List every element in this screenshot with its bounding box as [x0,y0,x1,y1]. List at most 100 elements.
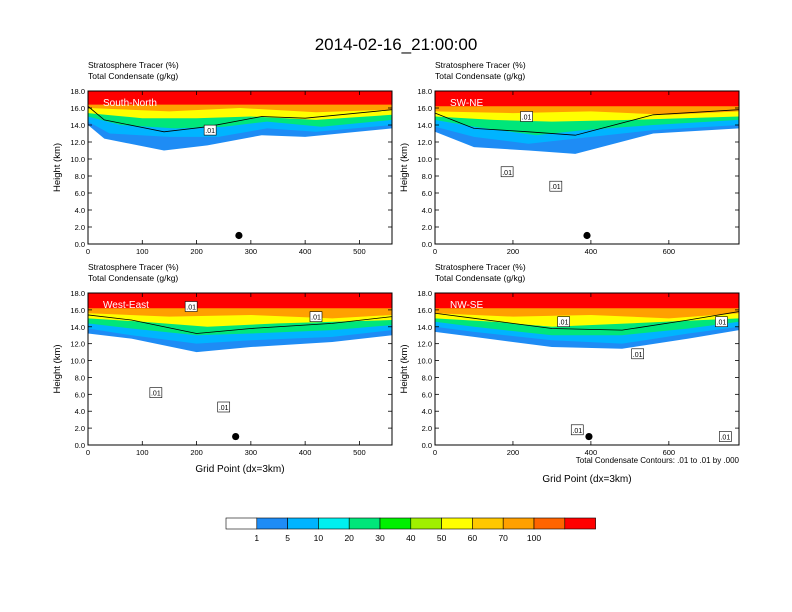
plot-frame [87,90,393,245]
contour-label: .01 [570,424,584,436]
contour-label-text: .01 [151,391,161,398]
x-tick-label: 400 [585,448,598,457]
contour-label-text: .01 [717,320,727,327]
colorbar-level-label: 1 [254,533,259,543]
y-tick-label: 2.0 [75,223,85,232]
y-tick-label: 8.0 [422,172,432,181]
y-tick-label: 2.0 [422,223,432,232]
subtitle-tracer: Stratosphere Tracer (%) [435,60,526,70]
y-tick-label: 0.0 [75,441,85,450]
contour-label: .01 [549,180,563,192]
colorbar-swatch [379,517,412,530]
x-tick-label: 600 [663,247,676,256]
x-tick-label: 500 [353,448,366,457]
colorbar-level-label: 60 [468,533,478,543]
y-tick-label: 10.0 [70,357,85,366]
contour-label-text: .01 [219,405,229,412]
y-tick-label: 18.0 [70,87,85,96]
x-axis-label: Grid Point (dx=3km) [542,474,631,485]
y-tick-label: 0.0 [422,441,432,450]
subtitle-tracer: Stratosphere Tracer (%) [88,60,179,70]
colorbar-level-label: 10 [314,533,324,543]
x-tick-label: 0 [433,247,437,256]
contour-label: .01 [719,431,732,442]
contour-label-text: .01 [720,435,730,442]
y-tick-label: 2.0 [422,424,432,433]
location-marker [232,432,240,441]
contour-label: .01 [149,387,163,398]
y-tick-label: 18.0 [417,87,432,96]
x-tick-label: 400 [585,247,598,256]
colorbar-level-label: 100 [527,533,541,543]
contour-label: .01 [500,166,514,178]
x-tick-label: 600 [663,448,676,457]
y-tick-label: 0.0 [75,240,85,249]
contour-label-text: .01 [311,315,321,322]
contour-label-text: .01 [522,115,532,122]
contour-label: .01 [557,316,570,328]
y-tick-label: 10.0 [70,155,85,164]
panel-name: West-East [103,300,149,311]
x-tick-label: 0 [86,448,90,457]
panel-name: SW-NE [450,98,483,109]
y-tick-label: 12.0 [70,340,85,349]
y-tick-label: 4.0 [75,407,85,416]
colorbar-swatch [564,517,596,530]
y-tick-label: 6.0 [75,189,85,198]
tracer-band-red [88,91,392,105]
x-tick-label: 100 [136,448,149,457]
x-tick-label: 0 [433,448,437,457]
x-tick-label: 200 [190,247,203,256]
y-tick-label: 2.0 [75,424,85,433]
x-tick-label: 400 [299,247,312,256]
y-tick-label: 14.0 [70,121,85,130]
colorbar-swatch [225,517,258,530]
panel-nw-se: .01 .01 .01 .01 .01 NW-SE Stratosphere Tracer … [399,262,740,485]
contour-label-text: .01 [572,428,582,435]
y-tick-label: 18.0 [417,289,432,298]
y-tick-label: 0.0 [422,240,432,249]
y-tick-label: 4.0 [422,206,432,215]
x-tick-label: 200 [190,448,203,457]
location-marker [585,432,593,441]
tracer-band-red [435,91,739,107]
x-tick-label: 300 [245,247,258,256]
colorbar-level-label: 50 [437,533,447,543]
colorbar-level-label: 30 [375,533,385,543]
colorbar-swatch [410,517,442,530]
tracer-band-red [435,293,739,309]
y-tick-label: 18.0 [70,289,85,298]
y-tick-label: 12.0 [417,138,432,147]
colorbar-swatch [472,517,504,530]
y-axis-label: Height (km) [52,344,63,393]
contour-label-text: .01 [633,352,643,359]
subtitle-condensate: Total Condensate (g/kg) [88,273,178,283]
location-marker [583,231,591,240]
y-tick-label: 6.0 [422,189,432,198]
y-tick-label: 16.0 [417,104,432,113]
y-tick-label: 6.0 [75,390,85,399]
plot-frame [87,292,393,446]
panel-west-east: .01 .01 .01 .01 West-East Stratosphere Tracer… [52,262,393,475]
contour-label: .01 [631,348,644,360]
contour-label: .01 [203,124,217,136]
condensate-contour [88,105,392,133]
contour-label: .01 [217,401,231,413]
contour-label-text: .01 [205,128,215,135]
subtitle-condensate: Total Condensate (g/kg) [88,71,178,81]
figure-title: 2014-02-16_21:00:00 [315,35,478,54]
contour-label-text: .01 [186,305,196,312]
colorbar-swatch [287,517,319,530]
subtitle-condensate: Total Condensate (g/kg) [435,273,525,283]
y-tick-label: 4.0 [75,206,85,215]
subtitle-tracer: Stratosphere Tracer (%) [88,262,179,272]
subtitle-tracer: Stratosphere Tracer (%) [435,262,526,272]
x-tick-label: 0 [86,247,90,256]
contour-label-text: .01 [502,170,512,177]
condensate-contour [435,109,739,136]
y-tick-label: 14.0 [70,323,85,332]
subtitle-condensate: Total Condensate (g/kg) [435,71,525,81]
location-marker [235,231,243,240]
y-tick-label: 14.0 [417,121,432,130]
